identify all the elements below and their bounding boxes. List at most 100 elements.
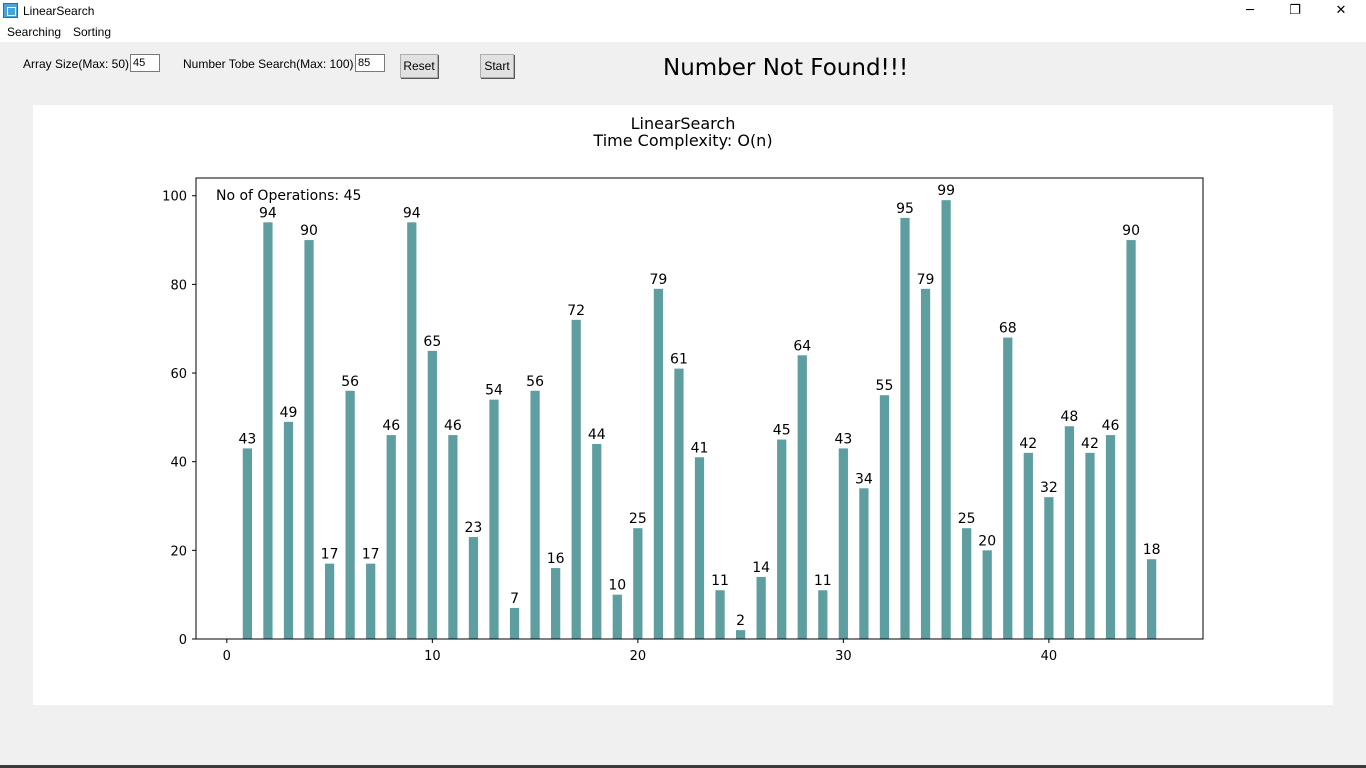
bar-label-37: 20 xyxy=(978,533,996,549)
bar-19 xyxy=(612,594,622,639)
bar-34 xyxy=(920,288,931,639)
bar-label-19: 10 xyxy=(608,578,626,594)
menu-searching[interactable]: Searching xyxy=(7,25,62,39)
bar-25 xyxy=(735,630,746,639)
bar-label-38: 68 xyxy=(999,321,1017,337)
bar-8 xyxy=(386,435,396,639)
bar-label-7: 17 xyxy=(362,547,380,563)
bar-44 xyxy=(1126,240,1136,640)
bars-group xyxy=(242,200,1157,640)
x-tick-label-10: 10 xyxy=(424,649,441,664)
bar-37 xyxy=(982,550,992,639)
bar-29 xyxy=(818,590,828,639)
bar-label-10: 65 xyxy=(423,334,441,350)
chart-subtitle: Time Complexity: O(n) xyxy=(592,131,772,150)
bar-label-30: 43 xyxy=(834,431,852,447)
bar-43 xyxy=(1105,435,1116,639)
bar-11 xyxy=(448,435,458,639)
title-bar: LinearSearch ─ ❐ ✕ xyxy=(0,0,1366,22)
bar-5 xyxy=(324,563,335,639)
start-button[interactable]: Start xyxy=(480,54,514,78)
bar-label-1: 43 xyxy=(238,431,256,447)
bar-label-6: 56 xyxy=(341,374,359,390)
bar-label-3: 49 xyxy=(280,405,298,421)
status-message: Number Not Found!!! xyxy=(663,55,909,81)
bar-15 xyxy=(530,390,540,639)
bar-41 xyxy=(1064,426,1075,639)
x-tick-label-0: 0 xyxy=(223,649,231,664)
search-number-input[interactable] xyxy=(355,54,385,72)
bar-39 xyxy=(1023,452,1033,639)
x-axis: 0 10 20 30 40 xyxy=(223,639,1057,664)
search-number-label: Number Tobe Search(Max: 100) xyxy=(183,57,354,71)
bar-16 xyxy=(551,568,561,639)
bar-label-26: 14 xyxy=(752,560,770,576)
bar-label-21: 79 xyxy=(649,272,667,288)
plot-frame xyxy=(195,177,1204,640)
menu-bar: Searching Sorting xyxy=(0,22,1366,42)
y-tick-label-60: 60 xyxy=(170,367,187,382)
bar-6 xyxy=(345,390,355,639)
bar-27 xyxy=(777,439,787,639)
bar-label-33: 95 xyxy=(896,201,914,217)
bar-label-29: 11 xyxy=(814,573,832,589)
bar-label-14: 7 xyxy=(510,591,519,607)
bar-1 xyxy=(242,448,253,639)
x-tick-label-30: 30 xyxy=(835,649,852,664)
bar-4 xyxy=(304,240,314,640)
minimize-button[interactable]: ─ xyxy=(1246,3,1254,18)
bar-36 xyxy=(962,528,972,639)
operations-count-annotation: No of Operations: 45 xyxy=(216,188,361,204)
y-tick-label-0: 0 xyxy=(179,633,187,648)
bar-label-12: 23 xyxy=(465,520,483,536)
bar-33 xyxy=(900,217,910,639)
bar-32 xyxy=(879,395,890,639)
window-title: LinearSearch xyxy=(23,4,95,18)
bar-label-43: 46 xyxy=(1102,418,1120,434)
reset-button[interactable]: Reset xyxy=(400,54,438,78)
bar-14 xyxy=(509,607,520,639)
bar-35 xyxy=(941,200,951,639)
bar-label-23: 41 xyxy=(691,440,709,456)
bar-label-32: 55 xyxy=(876,378,894,394)
bar-label-5: 17 xyxy=(321,547,339,563)
bar-9 xyxy=(407,222,417,640)
close-button[interactable]: ✕ xyxy=(1335,3,1347,18)
bar-23 xyxy=(694,457,705,639)
array-size-label: Array Size(Max: 50) xyxy=(23,57,130,71)
y-tick-label-40: 40 xyxy=(170,456,187,471)
y-tick-label-80: 80 xyxy=(170,278,187,293)
x-tick-label-20: 20 xyxy=(630,649,647,664)
bar-label-28: 64 xyxy=(793,338,811,354)
bar-17 xyxy=(571,319,581,639)
app-icon xyxy=(3,3,18,18)
bar-label-17: 72 xyxy=(567,303,585,319)
bar-label-18: 44 xyxy=(588,427,606,443)
bar-22 xyxy=(674,368,684,639)
bar-26 xyxy=(756,576,766,639)
bar-28 xyxy=(797,355,807,639)
bar-10 xyxy=(427,350,437,639)
bar-label-9: 94 xyxy=(403,205,421,221)
bar-label-22: 61 xyxy=(670,352,688,368)
bar-label-34: 79 xyxy=(917,272,935,288)
bar-label-4: 90 xyxy=(300,223,318,239)
menu-sorting[interactable]: Sorting xyxy=(73,25,112,39)
chart-panel: LinearSearch Time Complexity: O(n) No of… xyxy=(33,105,1333,705)
bar-20 xyxy=(633,528,643,639)
bar-label-39: 42 xyxy=(1019,436,1037,452)
bar-18 xyxy=(592,443,602,639)
maximize-button[interactable]: ❐ xyxy=(1289,3,1301,18)
array-size-input[interactable] xyxy=(130,54,160,72)
bar-label-35: 99 xyxy=(937,183,955,199)
y-axis: 0 20 40 60 80 100 xyxy=(162,190,196,648)
bar-label-27: 45 xyxy=(773,423,791,439)
x-tick-label-40: 40 xyxy=(1041,649,1058,664)
bar-24 xyxy=(715,590,725,639)
bar-chart: LinearSearch Time Complexity: O(n) No of… xyxy=(162,114,1204,664)
y-tick-label-20: 20 xyxy=(170,544,187,559)
data-labels-group: 43 94 49 90 17 56 17 46 94 65 46 23 54 7 56 16 72 44 10 25 7… xyxy=(238,183,1160,629)
bar-label-44: 90 xyxy=(1122,223,1140,239)
bar-7 xyxy=(366,563,376,639)
bar-label-11: 46 xyxy=(444,418,462,434)
